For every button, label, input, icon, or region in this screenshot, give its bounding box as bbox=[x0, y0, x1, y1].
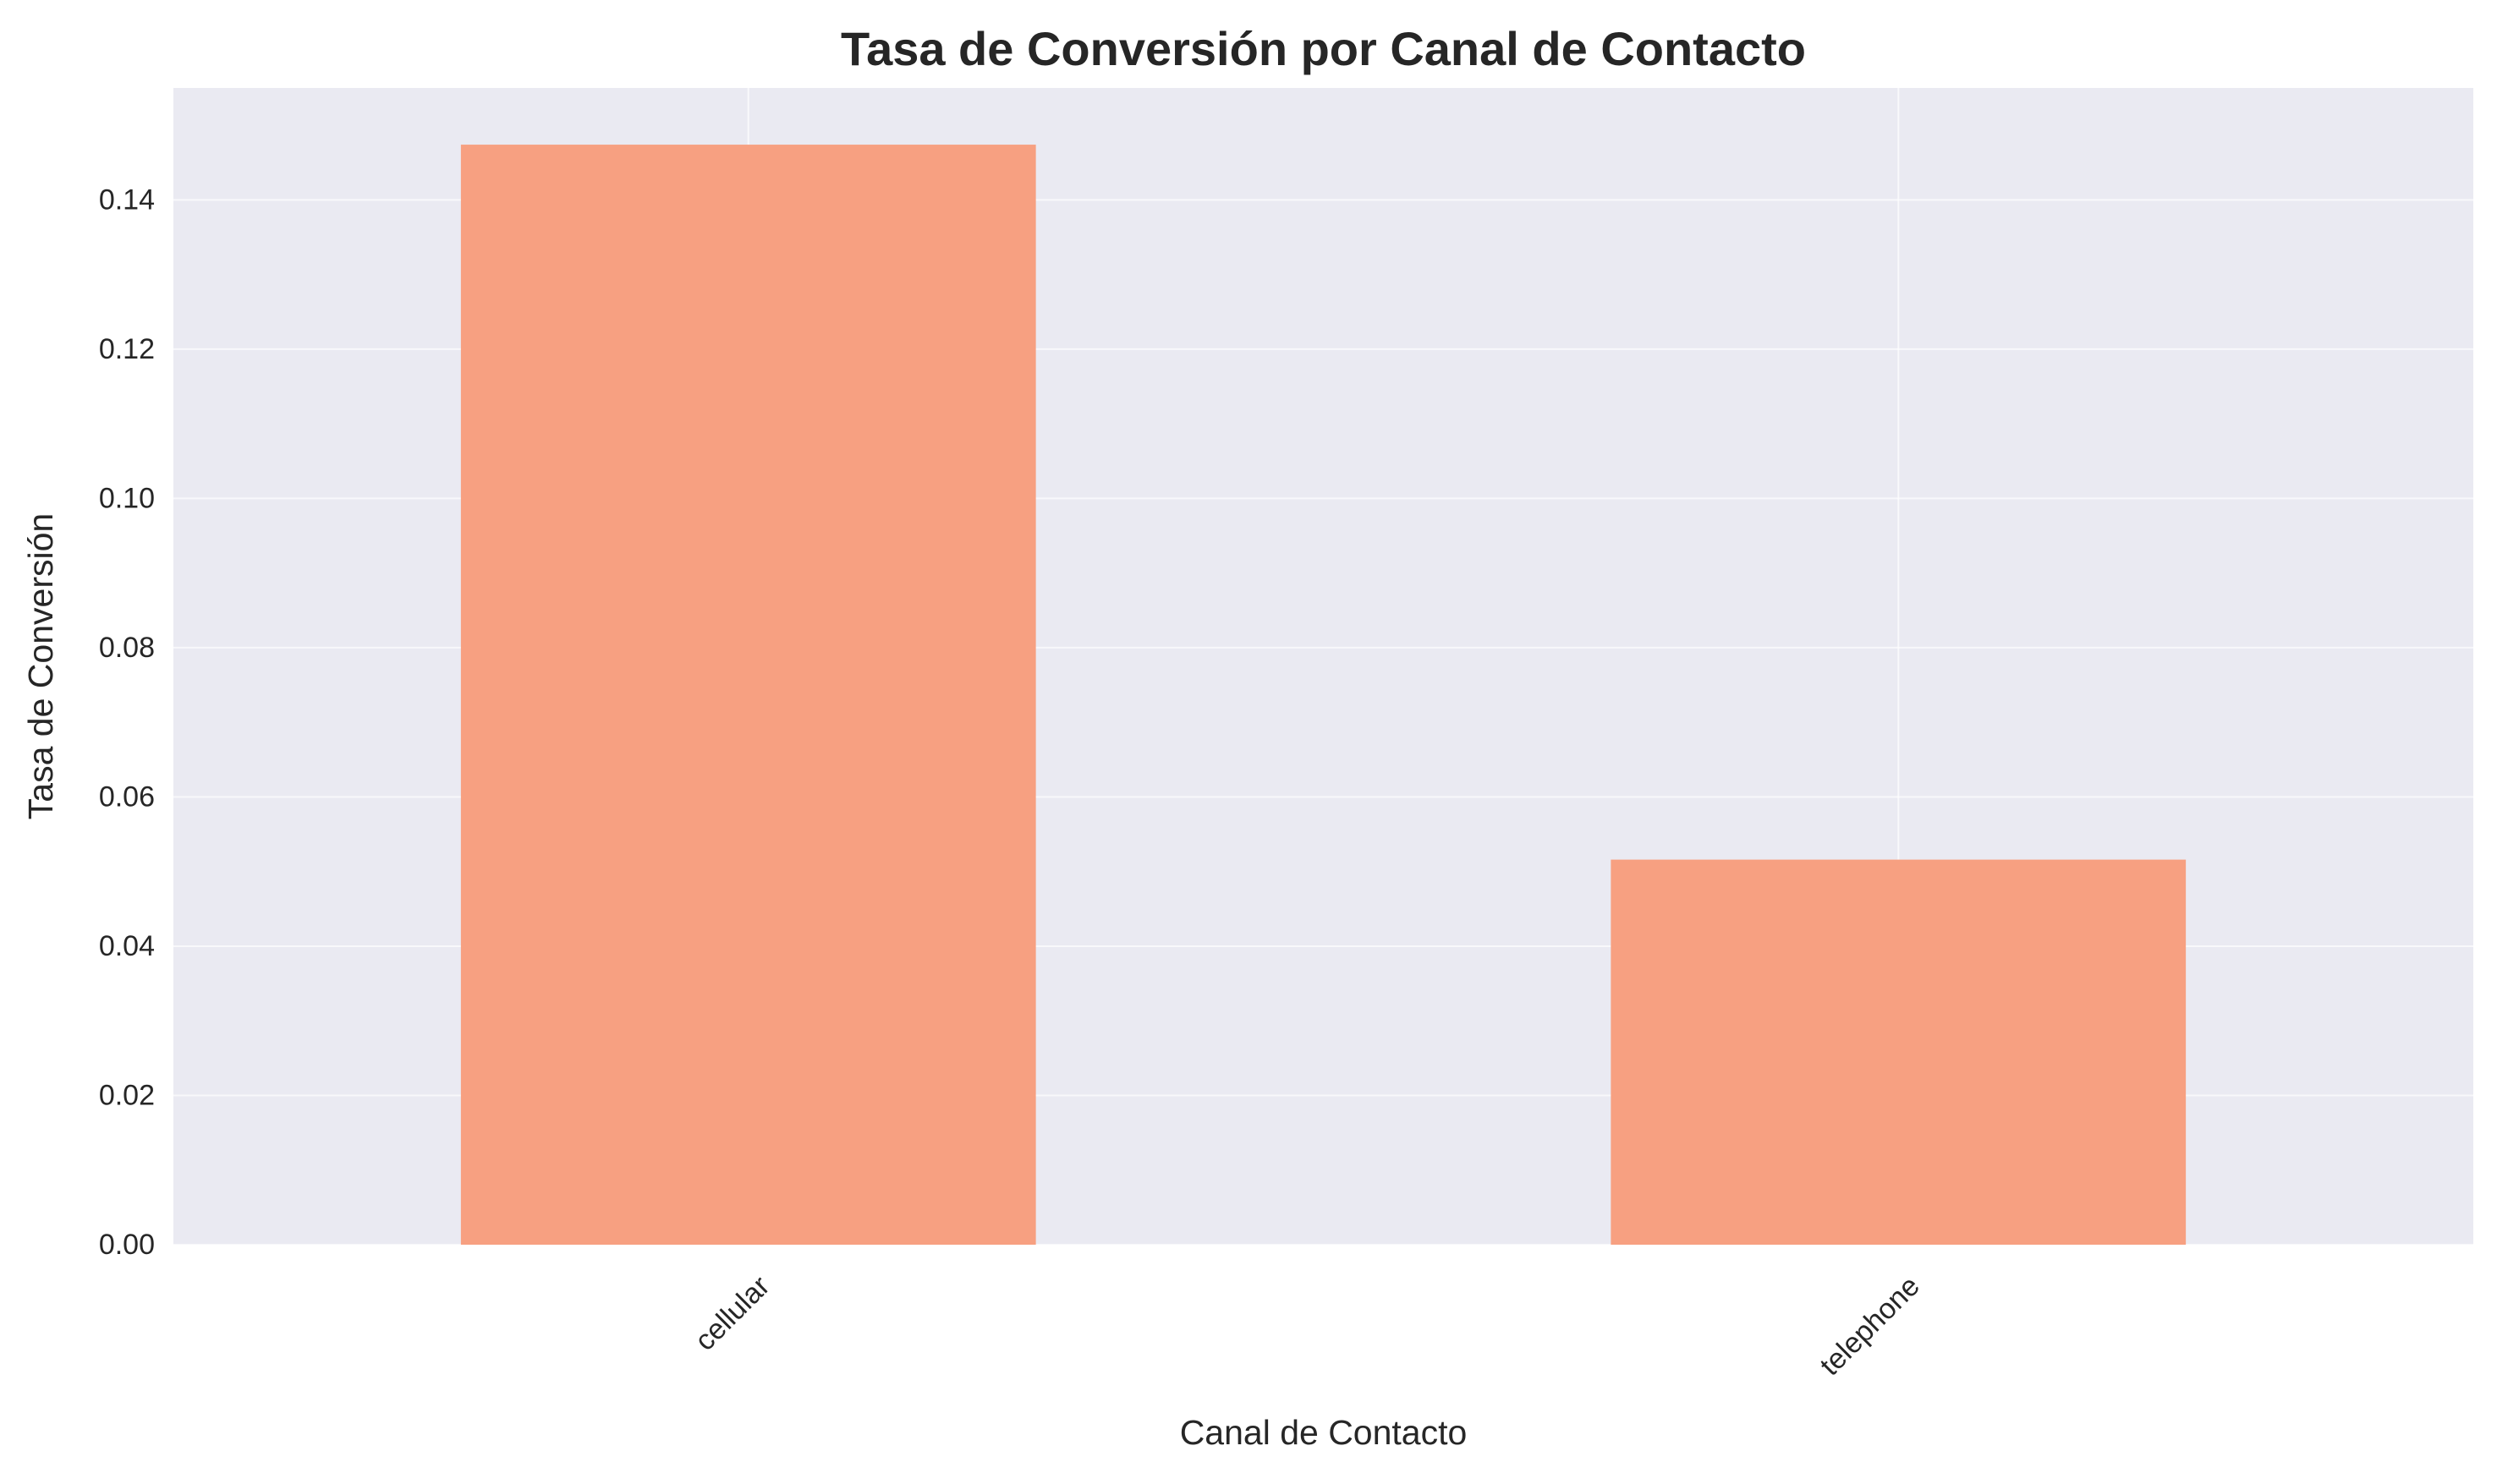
bar-telephone bbox=[1611, 859, 2187, 1245]
y-tick-label: 0.10 bbox=[99, 482, 155, 514]
x-tick-label-telephone: telephone bbox=[1814, 1270, 1925, 1382]
y-tick-label: 0.12 bbox=[99, 333, 155, 365]
bar-cellular bbox=[460, 145, 1036, 1245]
x-tick-label-cellular: cellular bbox=[689, 1270, 776, 1357]
chart-title: Tasa de Conversión por Canal de Contacto bbox=[841, 22, 1806, 75]
x-axis-ticks: cellular telephone bbox=[689, 1270, 1926, 1382]
y-tick-label: 0.04 bbox=[99, 930, 155, 962]
y-tick-label: 0.00 bbox=[99, 1229, 155, 1261]
y-tick-label: 0.06 bbox=[99, 780, 155, 813]
y-tick-label: 0.14 bbox=[99, 183, 155, 216]
y-axis-label: Tasa de Conversión bbox=[21, 513, 60, 819]
x-axis-label: Canal de Contacto bbox=[1180, 1413, 1468, 1452]
y-tick-label: 0.08 bbox=[99, 632, 155, 664]
y-tick-label: 0.02 bbox=[99, 1079, 155, 1111]
bars bbox=[460, 145, 2187, 1245]
y-axis-ticks: 0.00 0.02 0.04 0.06 0.08 0.10 0.12 0.14 bbox=[99, 183, 155, 1261]
